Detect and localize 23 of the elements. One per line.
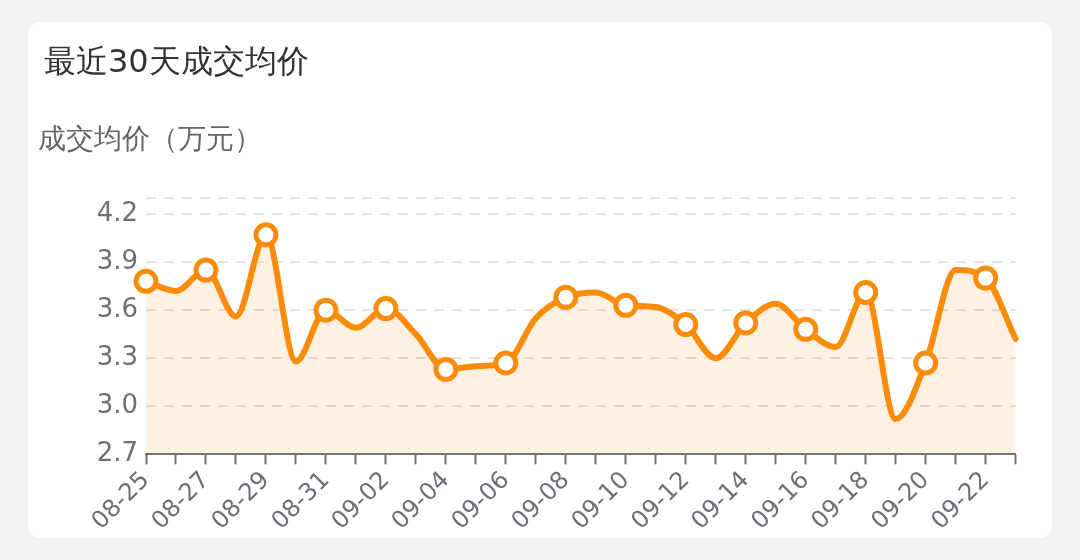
point <box>373 296 399 322</box>
point <box>253 222 279 248</box>
point <box>493 350 519 376</box>
point <box>973 265 999 291</box>
y-tick-label: 3.6 <box>96 292 138 323</box>
point <box>193 257 219 283</box>
y-tick-label: 4.2 <box>96 196 138 227</box>
point <box>313 297 339 323</box>
point <box>133 268 159 294</box>
point <box>673 312 699 338</box>
point <box>793 316 819 342</box>
point <box>553 284 579 310</box>
y-tick-label: 2.7 <box>96 437 138 468</box>
point <box>433 356 459 382</box>
point <box>853 280 879 306</box>
y-tick-label: 3.0 <box>96 389 138 420</box>
y-axis-title: 成交均价（万元） <box>38 121 262 157</box>
point <box>913 350 939 376</box>
point <box>613 292 639 318</box>
point <box>733 310 759 336</box>
y-tick-label: 3.9 <box>96 244 138 275</box>
chart-title: 最近30天成交均价 <box>44 41 309 82</box>
y-tick-label: 3.3 <box>96 340 138 371</box>
